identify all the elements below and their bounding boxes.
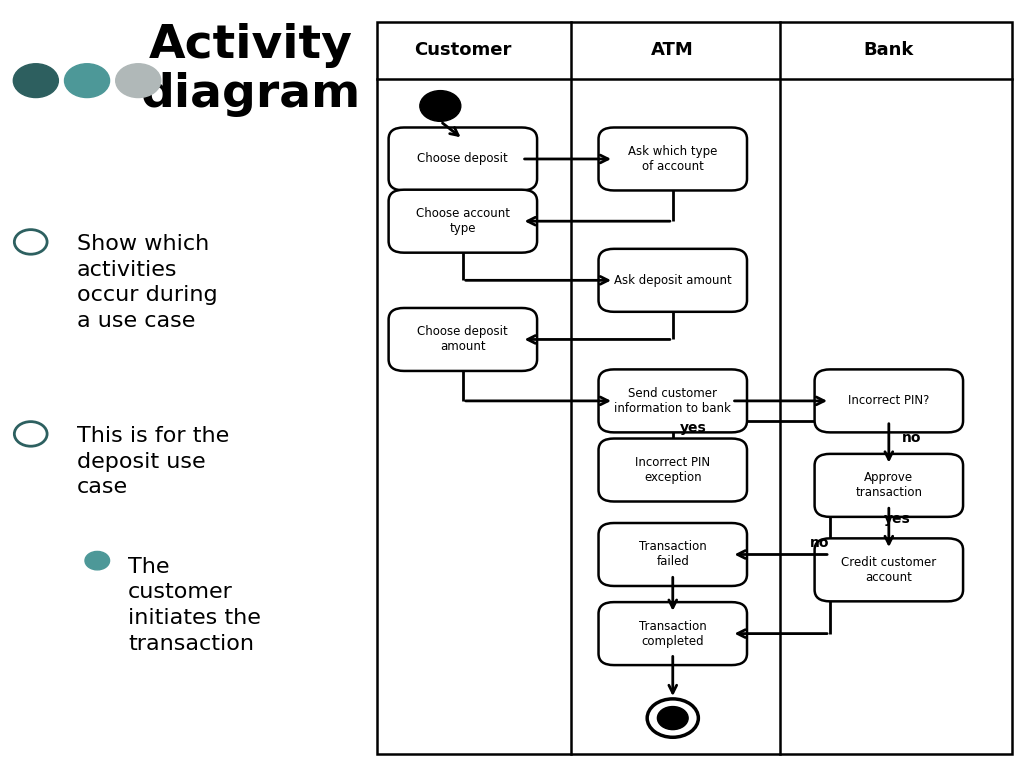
Circle shape (13, 64, 58, 98)
FancyBboxPatch shape (598, 369, 748, 432)
Text: yes: yes (680, 421, 707, 435)
Text: Show which
activities
occur during
a use case: Show which activities occur during a use… (77, 234, 217, 331)
Text: Bank: Bank (863, 41, 914, 59)
FancyBboxPatch shape (389, 308, 537, 371)
FancyBboxPatch shape (598, 249, 748, 312)
Text: Incorrect PIN
exception: Incorrect PIN exception (635, 456, 711, 484)
Text: yes: yes (884, 512, 910, 526)
Text: Incorrect PIN?: Incorrect PIN? (848, 395, 930, 407)
Text: Activity
diagram: Activity diagram (140, 23, 361, 117)
FancyBboxPatch shape (598, 523, 748, 586)
Text: Transaction
failed: Transaction failed (639, 541, 707, 568)
Circle shape (14, 422, 47, 446)
Circle shape (657, 707, 688, 730)
Bar (377, 22, 1012, 754)
Text: Send customer
information to bank: Send customer information to bank (614, 387, 731, 415)
Text: Choose deposit
amount: Choose deposit amount (418, 326, 508, 353)
Circle shape (65, 64, 110, 98)
Text: This is for the
deposit use
case: This is for the deposit use case (77, 426, 229, 498)
Circle shape (647, 699, 698, 737)
Circle shape (14, 230, 47, 254)
Text: The
customer
initiates the
transaction: The customer initiates the transaction (128, 557, 261, 654)
Text: no: no (901, 431, 922, 445)
FancyBboxPatch shape (815, 454, 963, 517)
FancyBboxPatch shape (598, 127, 748, 190)
Circle shape (420, 91, 461, 121)
FancyBboxPatch shape (598, 602, 748, 665)
Circle shape (85, 551, 110, 570)
Circle shape (116, 64, 161, 98)
Text: Choose deposit: Choose deposit (418, 153, 508, 165)
Text: Approve
transaction: Approve transaction (855, 472, 923, 499)
FancyBboxPatch shape (598, 439, 748, 502)
Text: no: no (810, 536, 829, 550)
Text: Ask deposit amount: Ask deposit amount (614, 274, 731, 286)
Text: ATM: ATM (651, 41, 694, 59)
FancyBboxPatch shape (815, 369, 963, 432)
Text: Credit customer
account: Credit customer account (841, 556, 937, 584)
Text: Customer: Customer (414, 41, 512, 59)
Text: Transaction
completed: Transaction completed (639, 620, 707, 647)
Text: Ask which type
of account: Ask which type of account (628, 145, 718, 173)
FancyBboxPatch shape (389, 127, 537, 190)
FancyBboxPatch shape (389, 190, 537, 253)
FancyBboxPatch shape (815, 538, 963, 601)
Text: Choose account
type: Choose account type (416, 207, 510, 235)
